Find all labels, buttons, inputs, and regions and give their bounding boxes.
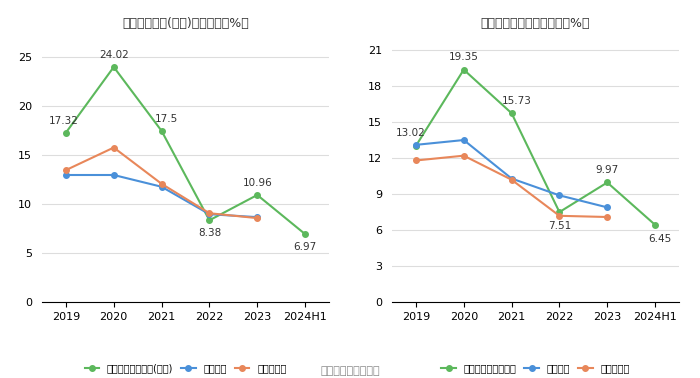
Title: 净资产收益率(加权)历年情况（%）: 净资产收益率(加权)历年情况（%） — [122, 17, 249, 30]
Text: 15.73: 15.73 — [501, 96, 531, 105]
Legend: 公司净资产收益率(加权), 行业均值, 行业中位数: 公司净资产收益率(加权), 行业均值, 行业中位数 — [80, 359, 290, 377]
Text: 17.32: 17.32 — [48, 116, 78, 126]
Text: 9.97: 9.97 — [596, 165, 619, 175]
Text: 6.97: 6.97 — [293, 242, 316, 252]
Text: 10.96: 10.96 — [242, 178, 272, 188]
Text: 7.51: 7.51 — [548, 221, 571, 231]
Text: 6.45: 6.45 — [648, 234, 671, 244]
Title: 投入资本回报率历年情况（%）: 投入资本回报率历年情况（%） — [481, 17, 590, 30]
Text: 数据来源：恒生聚源: 数据来源：恒生聚源 — [320, 366, 380, 376]
Text: 17.5: 17.5 — [155, 114, 178, 124]
Text: 24.02: 24.02 — [99, 50, 129, 60]
Text: 8.38: 8.38 — [198, 228, 221, 238]
Text: 13.02: 13.02 — [396, 128, 426, 138]
Legend: 公司投入资本回报率, 行业均值, 行业中位数: 公司投入资本回报率, 行业均值, 行业中位数 — [438, 359, 634, 377]
Text: 19.35: 19.35 — [449, 52, 479, 62]
